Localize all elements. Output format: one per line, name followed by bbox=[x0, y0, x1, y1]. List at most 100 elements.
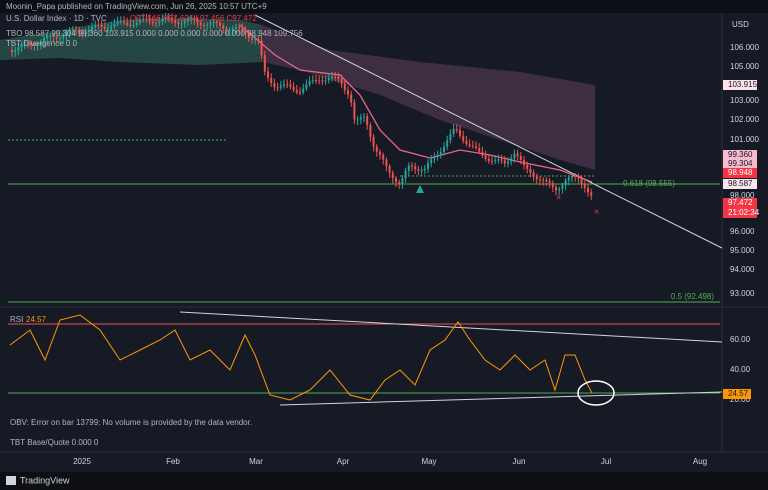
candle-body bbox=[443, 146, 445, 152]
candle-body bbox=[433, 156, 436, 160]
candle-body bbox=[228, 29, 231, 31]
rsi-badge: 24.57 bbox=[728, 389, 749, 398]
candle-body bbox=[142, 18, 145, 20]
candle-body bbox=[481, 151, 484, 156]
candle-body bbox=[497, 159, 500, 161]
candle-body bbox=[116, 21, 119, 24]
candle-body bbox=[78, 30, 81, 33]
candle-body bbox=[375, 146, 378, 152]
candle-body bbox=[171, 17, 173, 20]
time-label: Apr bbox=[337, 457, 350, 466]
buy-signal bbox=[416, 185, 424, 193]
candle-body bbox=[484, 155, 487, 159]
candle-body bbox=[535, 176, 538, 180]
candle-body bbox=[209, 22, 212, 25]
time-label: May bbox=[421, 457, 436, 466]
candle-body bbox=[491, 160, 493, 162]
candle-body bbox=[55, 36, 58, 39]
candle-body bbox=[411, 165, 413, 167]
candle-body bbox=[343, 83, 346, 91]
candle-body bbox=[100, 25, 103, 27]
candle-body bbox=[241, 26, 244, 30]
candle-body bbox=[420, 170, 423, 172]
candle-body bbox=[30, 43, 33, 45]
candle-body bbox=[334, 76, 337, 78]
candle-body bbox=[580, 178, 583, 184]
candle-body bbox=[471, 145, 474, 147]
candle-body bbox=[180, 23, 183, 25]
candle-body bbox=[270, 77, 273, 84]
badge: 99.304 bbox=[728, 159, 753, 168]
candle-body bbox=[14, 50, 17, 53]
candle-body bbox=[539, 179, 541, 181]
candle-body bbox=[391, 172, 394, 179]
candle-body bbox=[500, 159, 503, 161]
candle-body bbox=[65, 33, 68, 37]
candle-body bbox=[49, 35, 52, 37]
candle-body bbox=[318, 80, 321, 82]
candle-body bbox=[43, 38, 45, 42]
candle-body bbox=[295, 89, 298, 93]
candle-body bbox=[430, 159, 433, 164]
candle-body bbox=[81, 32, 84, 34]
candle-body bbox=[52, 35, 55, 37]
badge: 98.587 bbox=[728, 179, 753, 188]
bottom-bar bbox=[0, 472, 768, 490]
candle-body bbox=[366, 116, 369, 126]
candle-body bbox=[113, 23, 116, 27]
candle-body bbox=[126, 22, 129, 25]
candle-body bbox=[193, 18, 196, 20]
candle-body bbox=[302, 88, 305, 93]
candle-body bbox=[353, 102, 356, 120]
candle-body bbox=[519, 156, 522, 160]
candle-body bbox=[190, 18, 193, 20]
cloud-purple bbox=[262, 25, 595, 170]
candle-body bbox=[363, 116, 365, 118]
cloud-green bbox=[0, 18, 262, 65]
price-label: 106.000 bbox=[730, 43, 759, 52]
time-label: Jul bbox=[601, 457, 611, 466]
candle-body bbox=[571, 175, 573, 178]
time-label: Mar bbox=[249, 457, 263, 466]
candle-body bbox=[145, 18, 148, 20]
candle-body bbox=[97, 24, 100, 26]
candle-body bbox=[174, 19, 177, 23]
candle-body bbox=[39, 41, 42, 45]
publisher: Moonin_Papa published on TradingView.com… bbox=[6, 2, 267, 11]
badge-bg bbox=[723, 179, 757, 189]
fib-label: 0.5 (92.498) bbox=[671, 292, 714, 301]
candle-body bbox=[436, 154, 439, 157]
candle-body bbox=[283, 84, 285, 86]
candle-body bbox=[177, 22, 180, 24]
price-label: 103.000 bbox=[730, 96, 759, 105]
candle-body bbox=[324, 80, 327, 82]
candle-body bbox=[529, 168, 532, 173]
candle-body bbox=[404, 170, 407, 179]
candle-body bbox=[532, 172, 535, 177]
candle-body bbox=[289, 84, 292, 87]
ohlc: O97.546 H97.626 L97.456 C97.472 bbox=[130, 14, 257, 23]
badge-bg bbox=[723, 198, 757, 218]
candle-body bbox=[167, 17, 170, 19]
sell-mark: × bbox=[556, 192, 561, 202]
candle-body bbox=[315, 80, 317, 82]
price-label: 105.000 bbox=[730, 62, 759, 71]
candle-body bbox=[279, 85, 282, 88]
candle-body bbox=[545, 179, 548, 181]
candle-body bbox=[478, 148, 481, 152]
candle-body bbox=[148, 19, 151, 22]
candle-body bbox=[107, 28, 109, 30]
tbt-base: TBT Base/Quote 0.000 0 bbox=[10, 438, 99, 447]
candle-body bbox=[46, 35, 49, 39]
candle-body bbox=[244, 29, 247, 35]
candle-body bbox=[299, 92, 301, 94]
candle-body bbox=[356, 119, 359, 121]
candle-body bbox=[542, 179, 545, 181]
candle-body bbox=[158, 21, 161, 24]
candle-body bbox=[17, 47, 20, 51]
badge: 98.948 bbox=[728, 168, 753, 177]
candle-body bbox=[503, 160, 506, 164]
sell-mark: × bbox=[594, 206, 599, 216]
candle-body bbox=[359, 117, 362, 120]
